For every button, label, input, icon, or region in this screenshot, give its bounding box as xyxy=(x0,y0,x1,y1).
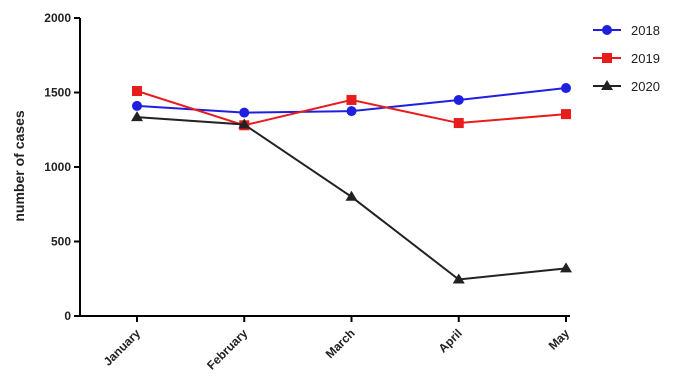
point-2018-may xyxy=(561,83,571,94)
y-tick-label: 0 xyxy=(64,309,71,323)
point-2019-april xyxy=(453,118,464,129)
legend-marker-2020 xyxy=(601,80,613,90)
point-2020-march xyxy=(345,190,358,201)
point-2019-may xyxy=(561,109,571,120)
point-2020-february xyxy=(238,118,251,129)
point-2018-february xyxy=(239,107,250,118)
point-2019-march xyxy=(346,94,357,105)
legend-label-2020: 2020 xyxy=(631,79,660,94)
x-tick-label-february: February xyxy=(204,326,250,372)
series-group xyxy=(131,83,572,284)
legend-label-2018: 2018 xyxy=(631,23,660,38)
y-tick-label: 2000 xyxy=(44,11,71,25)
legend: 2018 2019 2020 xyxy=(593,23,660,94)
legend-label-2019: 2019 xyxy=(631,51,660,66)
point-2020-may xyxy=(560,262,572,273)
x-tick-label-april: April xyxy=(436,326,465,355)
legend-marker-2019 xyxy=(602,53,612,63)
point-2020-january xyxy=(131,111,143,122)
x-tick-label-may: May xyxy=(546,326,573,353)
x-tick-label-march: March xyxy=(323,326,358,361)
x-tick-label-january: January xyxy=(101,326,144,369)
point-2020-april xyxy=(452,273,465,284)
legend-marker-2018 xyxy=(602,25,612,35)
y-axis-label: number of cases xyxy=(11,110,27,221)
point-2018-march xyxy=(346,106,357,117)
point-2018-january xyxy=(132,100,142,111)
point-2019-january xyxy=(132,86,142,97)
y-tick-label: 1000 xyxy=(44,160,71,174)
point-2018-april xyxy=(453,94,464,105)
y-tick-label: 500 xyxy=(51,235,71,249)
axes: 0 500 1000 1500 2000 January February March Apri… xyxy=(44,11,572,372)
y-tick-label: 1500 xyxy=(44,86,71,100)
